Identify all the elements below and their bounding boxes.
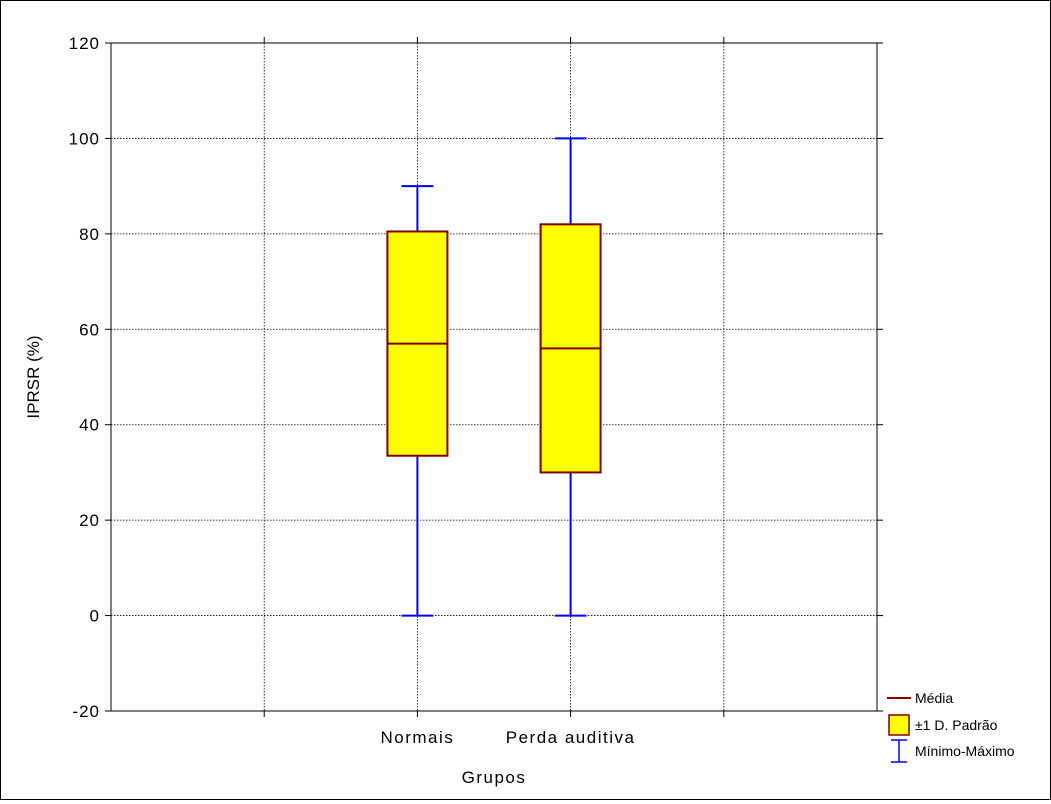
y-tick-label: 20 <box>79 511 100 530</box>
plot-area-border <box>110 42 878 712</box>
legend-symbol-sd-box <box>888 714 910 736</box>
box-marks: Normais Perda auditiva <box>381 137 636 747</box>
x-axis-label: Grupos <box>462 768 527 787</box>
legend-label: Média <box>915 690 953 706</box>
x-category-label: Normais <box>381 728 455 747</box>
grid-lines <box>111 43 877 711</box>
y-axis-ticks: -20 0 20 40 60 80 100 120 <box>69 34 883 721</box>
legend-label: Mínimo-Máximo <box>915 743 1015 759</box>
y-axis-label: IPRSR (%) <box>24 335 43 418</box>
y-tick-label: 120 <box>69 34 100 53</box>
y-tick-label: -20 <box>72 702 100 721</box>
legend-label: ±1 D. Padrão <box>915 717 998 733</box>
y-tick-label: 40 <box>79 416 100 435</box>
x-category-label: Perda auditiva <box>506 728 636 747</box>
y-tick-label: 0 <box>90 607 100 626</box>
legend: Média ±1 D. Padrão Mínimo-Máximo <box>887 690 1015 763</box>
y-tick-label: 80 <box>79 225 100 244</box>
x-axis-ticks <box>263 37 725 717</box>
y-tick-label: 100 <box>69 129 100 148</box>
y-tick-label: 60 <box>79 320 100 339</box>
